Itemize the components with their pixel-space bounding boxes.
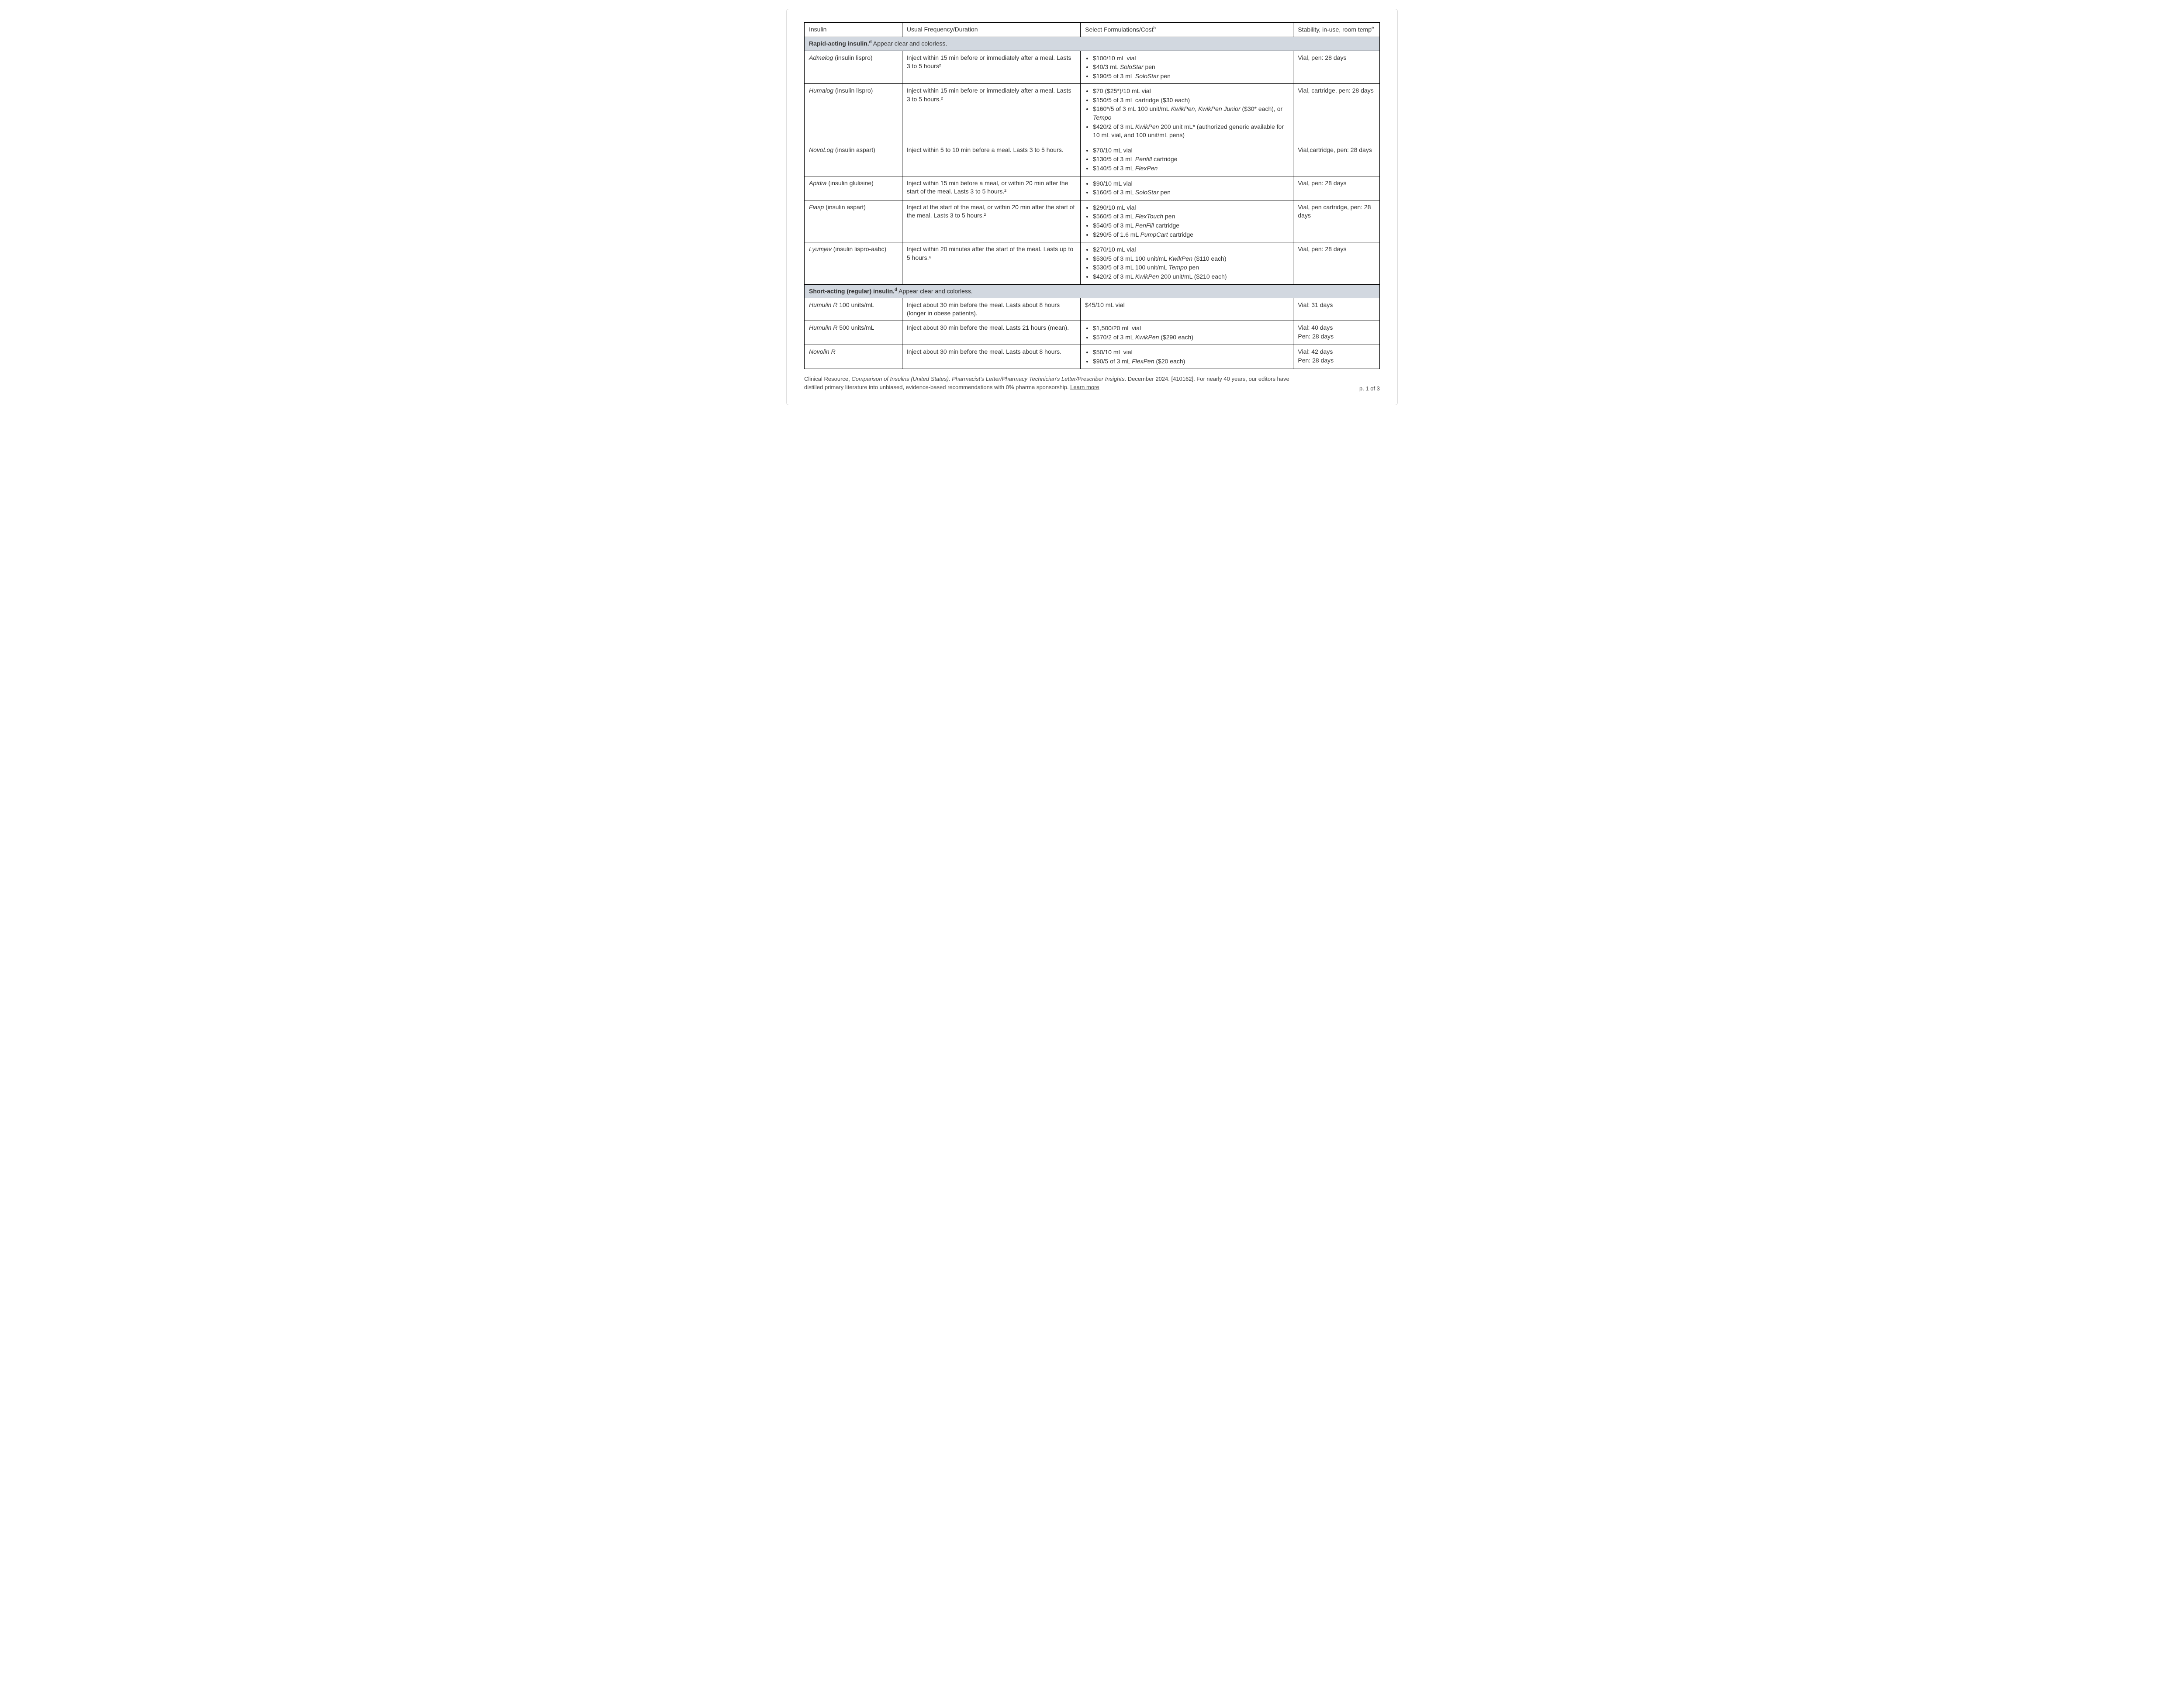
insulin-table: Insulin Usual Frequency/Duration Select … [804,22,1380,369]
stability-cell: Vial, pen: 28 days [1293,51,1380,84]
formulations-cell: $270/10 mL vial$530/5 of 3 mL 100 unit/m… [1081,242,1293,284]
page-container: Insulin Usual Frequency/Duration Select … [786,9,1398,405]
frequency-cell: Inject at the start of the meal, or with… [902,200,1080,242]
table-row: Lyumjev (insulin lispro-aabc)Inject with… [805,242,1380,284]
stability-cell: Vial: 40 daysPen: 28 days [1293,321,1380,345]
stability-cell: Vial, cartridge, pen: 28 days [1293,84,1380,143]
frequency-cell: Inject within 15 min before or immediate… [902,51,1080,84]
formulations-cell: $70/10 mL vial$130/5 of 3 mL Penfill car… [1081,143,1293,176]
formulations-cell: $1,500/20 mL vial$570/2 of 3 mL KwikPen … [1081,321,1293,345]
stability-cell: Vial,cartridge, pen: 28 days [1293,143,1380,176]
insulin-name-cell: Humulin R 100 units/mL [805,298,902,321]
formulation-item: $150/5 of 3 mL cartridge ($30 each) [1093,96,1289,105]
table-header-row: Insulin Usual Frequency/Duration Select … [805,23,1380,37]
formulations-cell: $45/10 mL vial [1081,298,1293,321]
formulation-item: $90/10 mL vial [1093,179,1289,188]
stability-cell: Vial: 42 daysPen: 28 days [1293,345,1380,369]
footer-citation: Clinical Resource, Comparison of Insulin… [804,375,1293,392]
header-stability: Stability, in-use, room tempe [1293,23,1380,37]
learn-more-link[interactable]: Learn more [1070,384,1099,390]
table-row: Humulin R 500 units/mLInject about 30 mi… [805,321,1380,345]
stability-cell: Vial: 31 days [1293,298,1380,321]
formulation-item: $530/5 of 3 mL 100 unit/mL KwikPen ($110… [1093,255,1289,263]
stability-cell: Vial, pen: 28 days [1293,242,1380,284]
formulation-item: $540/5 of 3 mL PenFill cartridge [1093,221,1289,230]
frequency-cell: Inject within 20 minutes after the start… [902,242,1080,284]
insulin-name-cell: Lyumjev (insulin lispro-aabc) [805,242,902,284]
page-number: p. 1 of 3 [1359,385,1380,392]
formulation-item: $420/2 of 3 mL KwikPen 200 unit/mL ($210… [1093,273,1289,281]
table-row: Fiasp (insulin aspart)Inject at the star… [805,200,1380,242]
table-row: Admelog (insulin lispro)Inject within 15… [805,51,1380,84]
formulations-cell: $100/10 mL vial$40/3 mL SoloStar pen$190… [1081,51,1293,84]
header-insulin: Insulin [805,23,902,37]
table-row: Apidra (insulin glulisine)Inject within … [805,176,1380,200]
formulation-item: $70/10 mL vial [1093,146,1289,155]
insulin-name-cell: Apidra (insulin glulisine) [805,176,902,200]
insulin-name-cell: Novolin R [805,345,902,369]
table-body: Rapid-acting insulin.d Appear clear and … [805,37,1380,369]
formulation-item: $290/10 mL vial [1093,204,1289,212]
formulation-item: $160/5 of 3 mL SoloStar pen [1093,188,1289,197]
frequency-cell: Inject within 15 min before or immediate… [902,84,1080,143]
stability-cell: Vial, pen cartridge, pen: 28 days [1293,200,1380,242]
table-row: Humalog (insulin lispro)Inject within 15… [805,84,1380,143]
section-header: Rapid-acting insulin.d Appear clear and … [805,37,1380,51]
stability-cell: Vial, pen: 28 days [1293,176,1380,200]
formulation-item: $1,500/20 mL vial [1093,324,1289,333]
formulations-cell: $70 ($25*)/10 mL vial$150/5 of 3 mL cart… [1081,84,1293,143]
insulin-name-cell: Humulin R 500 units/mL [805,321,902,345]
table-row: NovoLog (insulin aspart)Inject within 5 … [805,143,1380,176]
formulation-item: $290/5 of 1.6 mL PumpCart cartridge [1093,231,1289,239]
frequency-cell: Inject within 15 min before a meal, or w… [902,176,1080,200]
insulin-name-cell: Humalog (insulin lispro) [805,84,902,143]
header-formulations: Select Formulations/Costb [1081,23,1293,37]
formulation-item: $190/5 of 3 mL SoloStar pen [1093,72,1289,81]
header-frequency: Usual Frequency/Duration [902,23,1080,37]
frequency-cell: Inject about 30 min before the meal. Las… [902,298,1080,321]
formulations-cell: $50/10 mL vial$90/5 of 3 mL FlexPen ($20… [1081,345,1293,369]
formulations-cell: $90/10 mL vial$160/5 of 3 mL SoloStar pe… [1081,176,1293,200]
table-row: Novolin RInject about 30 min before the … [805,345,1380,369]
formulation-item: $40/3 mL SoloStar pen [1093,63,1289,72]
insulin-name-cell: Fiasp (insulin aspart) [805,200,902,242]
section-header: Short-acting (regular) insulin.d Appear … [805,284,1380,298]
formulation-item: $90/5 of 3 mL FlexPen ($20 each) [1093,357,1289,366]
formulation-item: $270/10 mL vial [1093,245,1289,254]
formulation-item: $70 ($25*)/10 mL vial [1093,87,1289,96]
formulations-cell: $290/10 mL vial$560/5 of 3 mL FlexTouch … [1081,200,1293,242]
formulation-item: $560/5 of 3 mL FlexTouch pen [1093,212,1289,221]
formulation-item: $530/5 of 3 mL 100 unit/mL Tempo pen [1093,263,1289,272]
formulation-item: $140/5 of 3 mL FlexPen [1093,164,1289,173]
formulation-item: $50/10 mL vial [1093,348,1289,357]
frequency-cell: Inject about 30 min before the meal. Las… [902,321,1080,345]
frequency-cell: Inject within 5 to 10 min before a meal.… [902,143,1080,176]
insulin-name-cell: NovoLog (insulin aspart) [805,143,902,176]
formulation-item: $420/2 of 3 mL KwikPen 200 unit mL* (aut… [1093,123,1289,140]
formulation-item: $100/10 mL vial [1093,54,1289,63]
table-row: Humulin R 100 units/mLInject about 30 mi… [805,298,1380,321]
insulin-name-cell: Admelog (insulin lispro) [805,51,902,84]
frequency-cell: Inject about 30 min before the meal. Las… [902,345,1080,369]
formulation-item: $130/5 of 3 mL Penfill cartridge [1093,155,1289,164]
formulation-item: $570/2 of 3 mL KwikPen ($290 each) [1093,333,1289,342]
footer: Clinical Resource, Comparison of Insulin… [804,375,1380,392]
formulation-item: $160*/5 of 3 mL 100 unit/mL KwikPen, Kwi… [1093,105,1289,122]
